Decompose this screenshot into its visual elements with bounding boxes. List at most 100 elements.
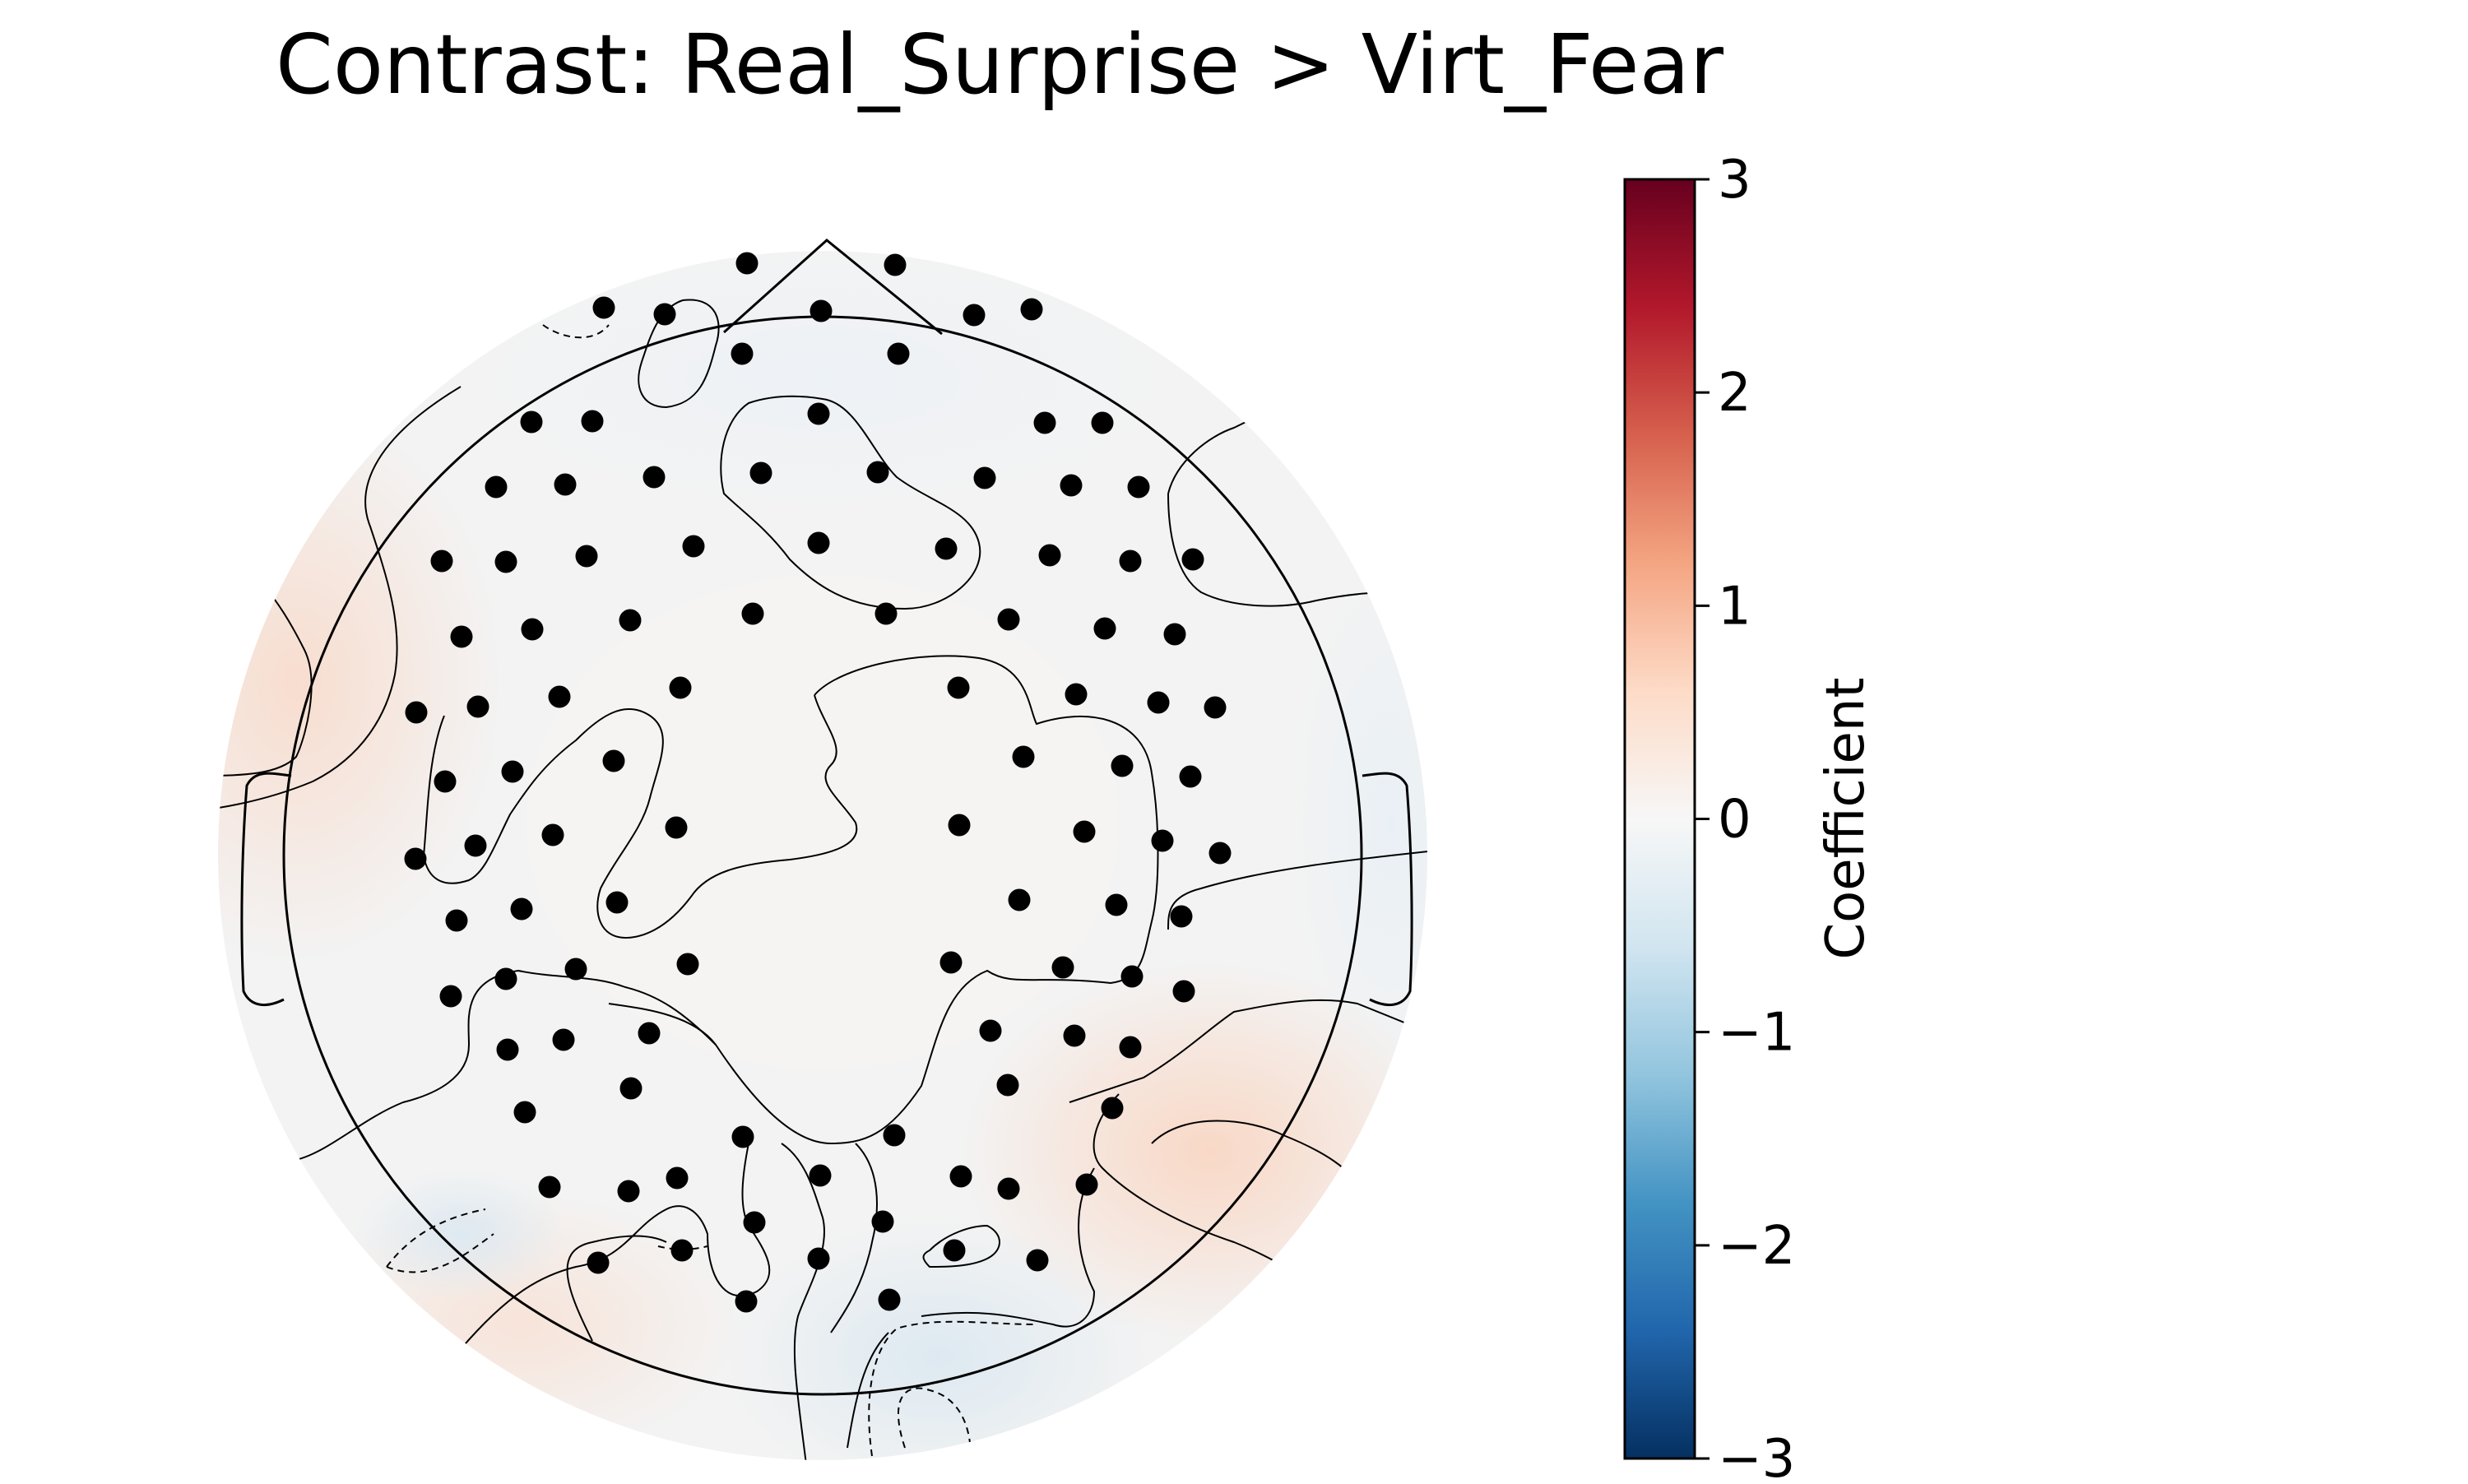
sensor-dot bbox=[866, 461, 889, 484]
sensor-dot bbox=[1127, 475, 1150, 499]
sensor-dot bbox=[676, 953, 699, 976]
sensor-dot bbox=[884, 253, 907, 276]
sensor-dot bbox=[948, 814, 971, 837]
sensor-dot bbox=[1051, 956, 1074, 979]
sensor-markers bbox=[404, 252, 1232, 1313]
sensor-dot bbox=[666, 1166, 689, 1190]
sensor-dot bbox=[501, 760, 524, 783]
colorbar-ticks: 3 2 1 0 −1 −2 −3 bbox=[1695, 150, 1795, 1484]
sensor-dot bbox=[1147, 691, 1170, 714]
sensor-dot bbox=[997, 608, 1020, 631]
sensor-dot bbox=[1093, 617, 1116, 640]
sensor-dot bbox=[670, 1239, 694, 1262]
sensor-dot bbox=[464, 834, 487, 857]
sensor-dot bbox=[1172, 980, 1195, 1003]
sensor-dot bbox=[643, 466, 666, 489]
sensor-dot bbox=[494, 967, 517, 990]
sensor-dot bbox=[520, 410, 543, 434]
sensor-dot bbox=[1012, 745, 1035, 768]
colorbar-tick-label: −2 bbox=[1718, 1216, 1795, 1277]
colorbar-tick-label: −3 bbox=[1718, 1429, 1795, 1481]
sensor-dot bbox=[1026, 1249, 1049, 1272]
sensor-dot bbox=[963, 304, 986, 327]
sensor-dot bbox=[947, 676, 970, 699]
sensor-dot bbox=[541, 823, 564, 846]
sensor-dot bbox=[735, 252, 758, 275]
sensor-dot bbox=[749, 461, 772, 485]
sensor-dot bbox=[809, 1164, 832, 1187]
colorbar-tick-label: 3 bbox=[1718, 150, 1751, 211]
sensor-dot bbox=[1179, 765, 1202, 788]
sensor-dot bbox=[1208, 842, 1232, 865]
sensor-dot bbox=[405, 701, 428, 724]
contour-lines bbox=[218, 299, 1427, 1460]
sensor-dot bbox=[485, 475, 508, 499]
sensor-dot bbox=[665, 816, 688, 839]
sensor-dot bbox=[996, 1074, 1019, 1097]
sensor-dot bbox=[741, 602, 764, 625]
colorbar-gradient bbox=[1625, 179, 1695, 1458]
sensor-dot bbox=[434, 770, 457, 793]
sensor-dot bbox=[605, 891, 629, 914]
sensor-dot bbox=[743, 1211, 766, 1234]
sensor-dot bbox=[450, 625, 473, 648]
sensor-dot bbox=[638, 1022, 661, 1045]
sensor-dot bbox=[735, 1290, 758, 1313]
sensor-dot bbox=[494, 550, 517, 573]
sensor-dot bbox=[548, 685, 571, 708]
sensor-dot bbox=[807, 1247, 830, 1270]
sensor-dot bbox=[1060, 474, 1083, 497]
sensor-dot bbox=[619, 1077, 643, 1100]
colorbar-tick-label: 2 bbox=[1718, 363, 1751, 424]
sensor-dot bbox=[466, 695, 489, 718]
sensor-dot bbox=[669, 676, 692, 699]
sensor-dot bbox=[1111, 754, 1134, 777]
sensor-dot bbox=[445, 909, 468, 932]
sensor-dot bbox=[1163, 623, 1186, 646]
sensor-dot bbox=[602, 749, 625, 772]
sensor-dot bbox=[496, 1038, 519, 1061]
sensor-dot bbox=[430, 550, 453, 573]
sensor-dot bbox=[1008, 888, 1031, 911]
colorbar: 3 2 1 0 −1 −2 −3 Coefficient bbox=[1623, 150, 1877, 1484]
sensor-dot bbox=[1119, 1036, 1142, 1059]
sensor-dot bbox=[439, 985, 462, 1008]
sensor-dot bbox=[731, 1125, 754, 1148]
sensor-dot bbox=[943, 1239, 966, 1262]
sensor-dot bbox=[1033, 411, 1056, 434]
right-ear bbox=[1362, 772, 1413, 1007]
sensor-dot bbox=[592, 296, 615, 319]
sensor-dot bbox=[949, 1165, 972, 1188]
sensor-dot bbox=[581, 410, 604, 433]
sensor-dot bbox=[878, 1288, 901, 1311]
sensor-dot bbox=[404, 847, 427, 870]
colorbar-label: Coefficient bbox=[1816, 677, 1877, 959]
sensor-dot bbox=[1038, 544, 1061, 567]
sensor-dot bbox=[1063, 1024, 1086, 1047]
sensor-dot bbox=[1151, 829, 1174, 852]
sensor-dot bbox=[874, 602, 898, 625]
sensor-dot bbox=[939, 951, 963, 974]
sensor-dot bbox=[552, 1028, 575, 1051]
colorbar-tick-label: 0 bbox=[1718, 790, 1751, 851]
sensor-dot bbox=[575, 545, 598, 568]
sensor-dot bbox=[1065, 683, 1088, 706]
sensor-dot bbox=[810, 299, 833, 322]
sensor-dot bbox=[1101, 1097, 1124, 1120]
sensor-dot bbox=[554, 473, 577, 496]
left-ear bbox=[240, 772, 292, 1007]
sensor-dot bbox=[973, 466, 996, 489]
sensor-dot bbox=[935, 537, 958, 560]
sensor-dot bbox=[979, 1019, 1002, 1042]
sensor-dot bbox=[521, 618, 544, 641]
sensor-dot bbox=[1181, 548, 1204, 571]
sensor-dot bbox=[538, 1176, 561, 1199]
sensor-dot bbox=[1091, 411, 1114, 434]
sensor-dot bbox=[887, 342, 910, 365]
sensor-dot bbox=[510, 897, 533, 921]
sensor-dot bbox=[1075, 1173, 1098, 1196]
sensor-dot bbox=[997, 1177, 1020, 1200]
colorbar-tick-label: −1 bbox=[1718, 1003, 1795, 1064]
